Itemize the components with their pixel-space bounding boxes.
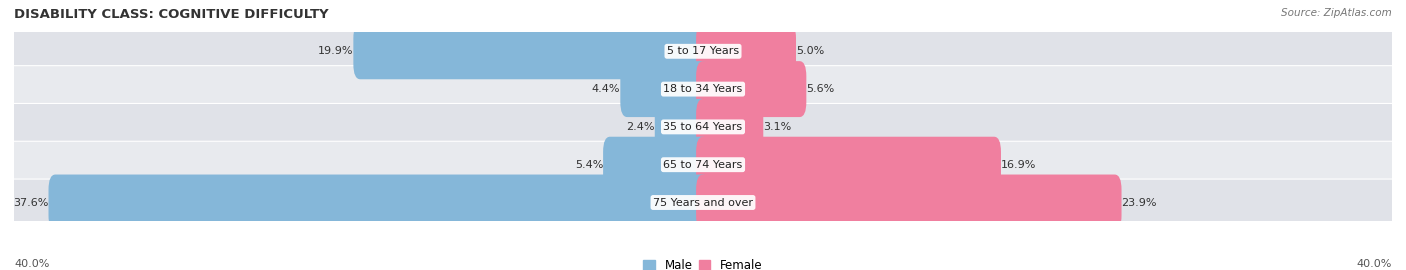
FancyBboxPatch shape bbox=[603, 137, 710, 193]
Text: Source: ZipAtlas.com: Source: ZipAtlas.com bbox=[1281, 8, 1392, 18]
Text: 3.1%: 3.1% bbox=[763, 122, 792, 132]
Text: 40.0%: 40.0% bbox=[1357, 259, 1392, 269]
FancyBboxPatch shape bbox=[655, 99, 710, 155]
FancyBboxPatch shape bbox=[11, 66, 1395, 113]
FancyBboxPatch shape bbox=[696, 137, 1001, 193]
Text: DISABILITY CLASS: COGNITIVE DIFFICULTY: DISABILITY CLASS: COGNITIVE DIFFICULTY bbox=[14, 8, 329, 21]
Text: 5.4%: 5.4% bbox=[575, 160, 603, 170]
FancyBboxPatch shape bbox=[696, 23, 796, 79]
FancyBboxPatch shape bbox=[620, 61, 710, 117]
FancyBboxPatch shape bbox=[696, 99, 763, 155]
Text: 35 to 64 Years: 35 to 64 Years bbox=[664, 122, 742, 132]
FancyBboxPatch shape bbox=[696, 61, 807, 117]
Text: 75 Years and over: 75 Years and over bbox=[652, 197, 754, 208]
FancyBboxPatch shape bbox=[11, 103, 1395, 150]
FancyBboxPatch shape bbox=[353, 23, 710, 79]
Text: 19.9%: 19.9% bbox=[318, 46, 353, 56]
Text: 2.4%: 2.4% bbox=[626, 122, 655, 132]
Text: 5.6%: 5.6% bbox=[807, 84, 835, 94]
FancyBboxPatch shape bbox=[48, 174, 710, 231]
Text: 5 to 17 Years: 5 to 17 Years bbox=[666, 46, 740, 56]
Text: 37.6%: 37.6% bbox=[13, 197, 48, 208]
Text: 65 to 74 Years: 65 to 74 Years bbox=[664, 160, 742, 170]
Text: 16.9%: 16.9% bbox=[1001, 160, 1036, 170]
Text: 23.9%: 23.9% bbox=[1122, 197, 1157, 208]
Legend: Male, Female: Male, Female bbox=[644, 259, 762, 270]
FancyBboxPatch shape bbox=[11, 28, 1395, 75]
Text: 18 to 34 Years: 18 to 34 Years bbox=[664, 84, 742, 94]
FancyBboxPatch shape bbox=[11, 179, 1395, 226]
Text: 5.0%: 5.0% bbox=[796, 46, 824, 56]
Text: 4.4%: 4.4% bbox=[592, 84, 620, 94]
FancyBboxPatch shape bbox=[11, 141, 1395, 188]
Text: 40.0%: 40.0% bbox=[14, 259, 49, 269]
FancyBboxPatch shape bbox=[696, 174, 1122, 231]
